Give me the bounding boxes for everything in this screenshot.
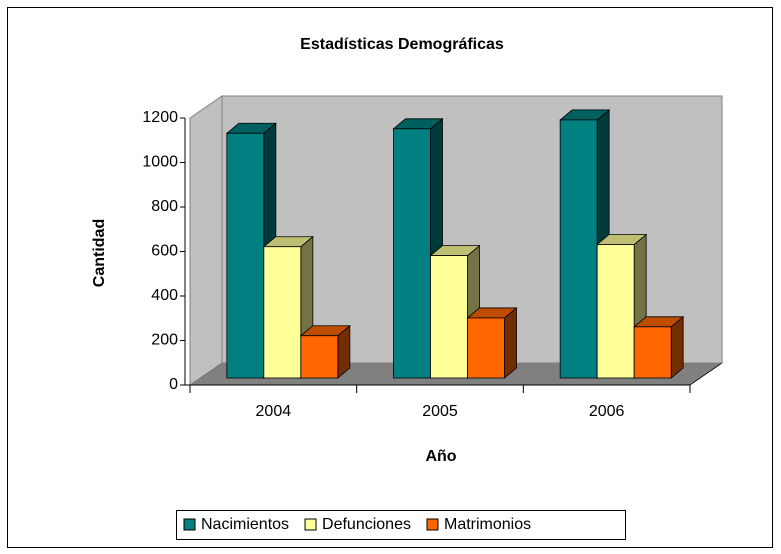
y-tick-label: 1000 bbox=[142, 154, 178, 171]
bar-front bbox=[226, 132, 265, 379]
bar-front bbox=[430, 255, 468, 379]
legend-swatch bbox=[183, 518, 196, 531]
y-axis-label: Cantidad bbox=[91, 219, 108, 287]
bar-front bbox=[467, 317, 505, 379]
bar-front bbox=[300, 335, 339, 379]
x-axis-label: Año bbox=[425, 448, 456, 465]
bar bbox=[596, 233, 648, 379]
legend-label: Defunciones bbox=[322, 516, 411, 533]
legend-swatch bbox=[426, 518, 439, 531]
y-tick-label: 0 bbox=[169, 376, 178, 393]
bar bbox=[299, 324, 351, 379]
y-tick-label: 1200 bbox=[142, 109, 178, 126]
legend-label: Matrimonios bbox=[444, 516, 531, 533]
y-tick-label: 400 bbox=[151, 287, 178, 304]
x-tick-label: 2006 bbox=[589, 403, 625, 420]
bar-side bbox=[670, 315, 684, 379]
legend-box bbox=[176, 510, 626, 540]
bar-front bbox=[633, 326, 672, 379]
bar bbox=[466, 307, 518, 379]
legend-swatch bbox=[304, 518, 317, 531]
x-tick-label: 2005 bbox=[422, 403, 458, 420]
x-tick-label: 2004 bbox=[256, 403, 292, 420]
chart-title: Estadísticas Demográficas bbox=[300, 36, 504, 53]
side-wall bbox=[189, 95, 223, 386]
y-tick-label: 800 bbox=[151, 198, 178, 215]
bar-front bbox=[559, 119, 598, 379]
bar-front bbox=[596, 244, 635, 379]
y-tick-label: 600 bbox=[151, 243, 178, 260]
bar bbox=[633, 315, 685, 379]
legend-label: Nacimientos bbox=[201, 516, 289, 533]
bar bbox=[392, 117, 444, 379]
bar-front bbox=[393, 128, 431, 379]
bar-front bbox=[263, 246, 302, 379]
bar bbox=[559, 109, 611, 379]
y-tick-label: 200 bbox=[151, 332, 178, 349]
bar-side bbox=[504, 307, 517, 379]
